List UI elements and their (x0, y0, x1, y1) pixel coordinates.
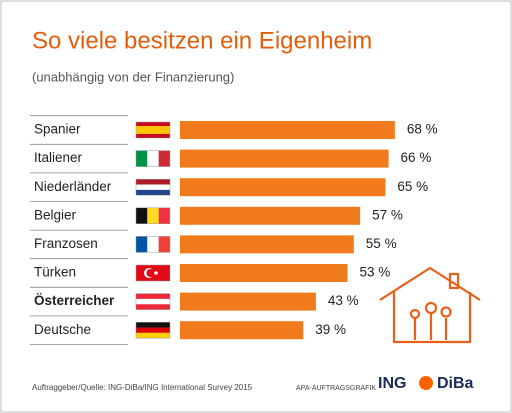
value-label: 68 % (407, 122, 438, 137)
value-label: 55 % (366, 236, 397, 251)
logo-ing: ING (378, 375, 406, 392)
flag (136, 327, 170, 333)
bar (180, 321, 304, 340)
source: Auftraggeber/Quelle: ING-DiBa/ING Intern… (32, 383, 253, 392)
flag (158, 150, 170, 167)
category-label: Türken (34, 265, 76, 280)
flag (136, 184, 170, 190)
flag (158, 236, 170, 253)
value-label: 57 % (372, 207, 403, 222)
flag-border (135, 321, 171, 339)
category-label: Franzosen (34, 236, 98, 251)
credit: APA-AUFTRAGSGRAFIK (296, 385, 376, 392)
flag-border (135, 293, 171, 310)
chart-title: So viele besitzen ein Eigenheim (32, 27, 372, 54)
bar (180, 178, 386, 197)
flag (136, 179, 170, 185)
category-label: Österreicher (34, 293, 115, 308)
category-label: Deutsche (34, 322, 91, 337)
flag (136, 207, 148, 224)
category-label: Italiener (34, 150, 83, 165)
house-icon (379, 266, 481, 344)
logo-diba: DiBa (437, 375, 474, 392)
flag (154, 271, 158, 275)
value-label: 65 % (397, 179, 428, 194)
flag (136, 236, 148, 253)
logo-lion (419, 376, 433, 390)
flag (136, 293, 170, 299)
flag (136, 150, 148, 167)
bar (180, 206, 361, 225)
bar (180, 292, 316, 311)
flag (136, 298, 170, 305)
flag (136, 134, 170, 138)
flag (136, 126, 170, 130)
value-label: 66 % (401, 150, 432, 165)
flag-border (135, 236, 171, 253)
flag (147, 150, 159, 167)
flag (136, 189, 170, 196)
flag (136, 122, 170, 126)
flag-border (135, 264, 171, 282)
category-label: Belgier (34, 207, 77, 222)
bar (180, 149, 389, 168)
bar (180, 235, 354, 254)
flag (136, 304, 170, 310)
flag (158, 207, 170, 224)
flag (136, 332, 170, 339)
flag (147, 207, 159, 224)
bar (180, 121, 395, 139)
category-label: Spanier (34, 122, 81, 137)
flag (146, 269, 155, 277)
flag (147, 236, 159, 253)
value-label: 39 % (315, 322, 346, 337)
flag-border (135, 178, 171, 196)
flag (136, 130, 170, 134)
flag-border (135, 121, 171, 139)
bar (180, 264, 348, 282)
value-label: 43 % (328, 293, 359, 308)
flag-border (135, 207, 171, 225)
category-label: Niederländer (34, 179, 112, 194)
flag-border (135, 150, 171, 167)
chart-subtitle: (unabhängig von der Finanzierung) (32, 69, 234, 84)
value-label: 53 % (359, 265, 390, 280)
flag (136, 322, 170, 328)
